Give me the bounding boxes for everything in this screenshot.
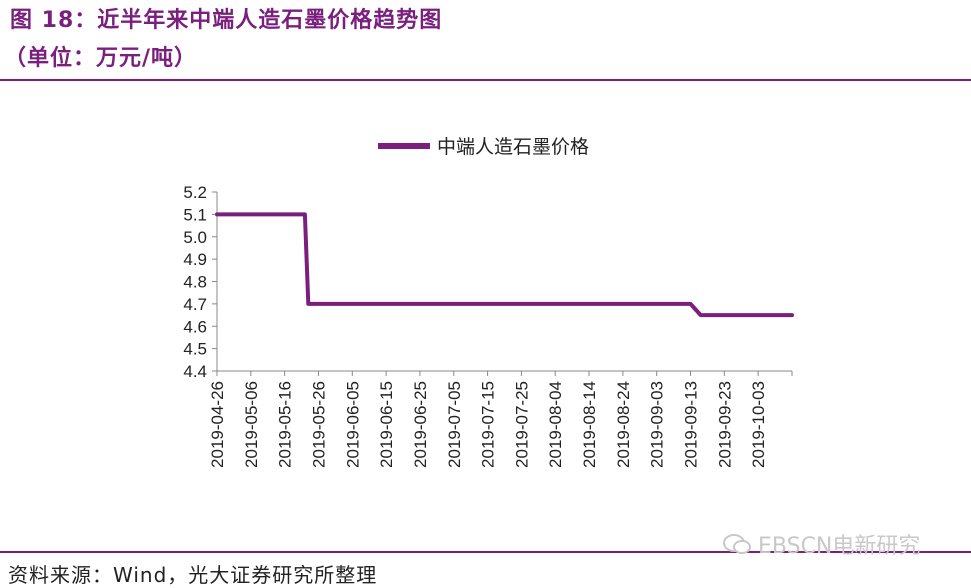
x-tick-label: 2019-09-13 [682, 381, 701, 468]
x-tick-label: 2019-08-24 [614, 381, 633, 468]
x-tick-label: 2019-05-06 [242, 381, 261, 468]
x-tick-label: 2019-07-25 [512, 381, 531, 468]
legend-label: 中端人造石墨价格 [437, 136, 589, 158]
y-tick-label: 5.0 [183, 228, 207, 247]
source-note: 资料来源：Wind，光大证券研究所整理 [8, 559, 377, 588]
price-chart: 中端人造石墨价格 5.2 5.1 5.0 4.9 4.8 4.7 4.6 4.5 4.4 201… [0, 0, 971, 550]
series-line [217, 214, 792, 315]
x-tick-label: 2019-06-25 [411, 381, 430, 468]
x-tick-label: 2019-10-03 [749, 381, 768, 468]
y-tick-label: 4.9 [183, 250, 207, 269]
x-tick-label: 2019-08-04 [546, 381, 565, 468]
y-tick-label: 4.6 [183, 317, 207, 336]
plot-area [217, 214, 792, 315]
y-tick-label: 5.2 [183, 183, 207, 202]
x-tick-label: 2019-07-15 [479, 381, 498, 468]
y-tick-label: 5.1 [183, 205, 207, 224]
watermark: EBSCN电新研究 [722, 528, 920, 560]
y-tick-label: 4.4 [183, 362, 207, 381]
x-tick-label: 2019-06-05 [343, 381, 362, 468]
y-tick-label: 4.8 [183, 273, 207, 292]
x-tick-label: 2019-08-14 [580, 381, 599, 468]
x-tick-label: 2019-05-26 [309, 381, 328, 468]
watermark-text: EBSCN电新研究 [758, 528, 920, 560]
wechat-icon [722, 533, 752, 555]
x-tick-label: 2019-09-03 [648, 381, 667, 468]
y-tick-label: 4.7 [183, 295, 207, 314]
y-tick-label: 4.5 [183, 340, 207, 359]
y-axis: 5.2 5.1 5.0 4.9 4.8 4.7 4.6 4.5 4.4 [183, 183, 217, 381]
legend: 中端人造石墨价格 [378, 136, 589, 158]
x-axis: 2019-04-26 2019-05-06 2019-05-16 2019-05-26… [208, 371, 792, 468]
x-tick-label: 2019-05-16 [276, 381, 295, 468]
x-tick-label: 2019-06-15 [377, 381, 396, 468]
x-tick-label: 2019-07-05 [445, 381, 464, 468]
x-tick-label: 2019-09-23 [715, 381, 734, 468]
x-tick-label: 2019-04-26 [208, 381, 227, 468]
